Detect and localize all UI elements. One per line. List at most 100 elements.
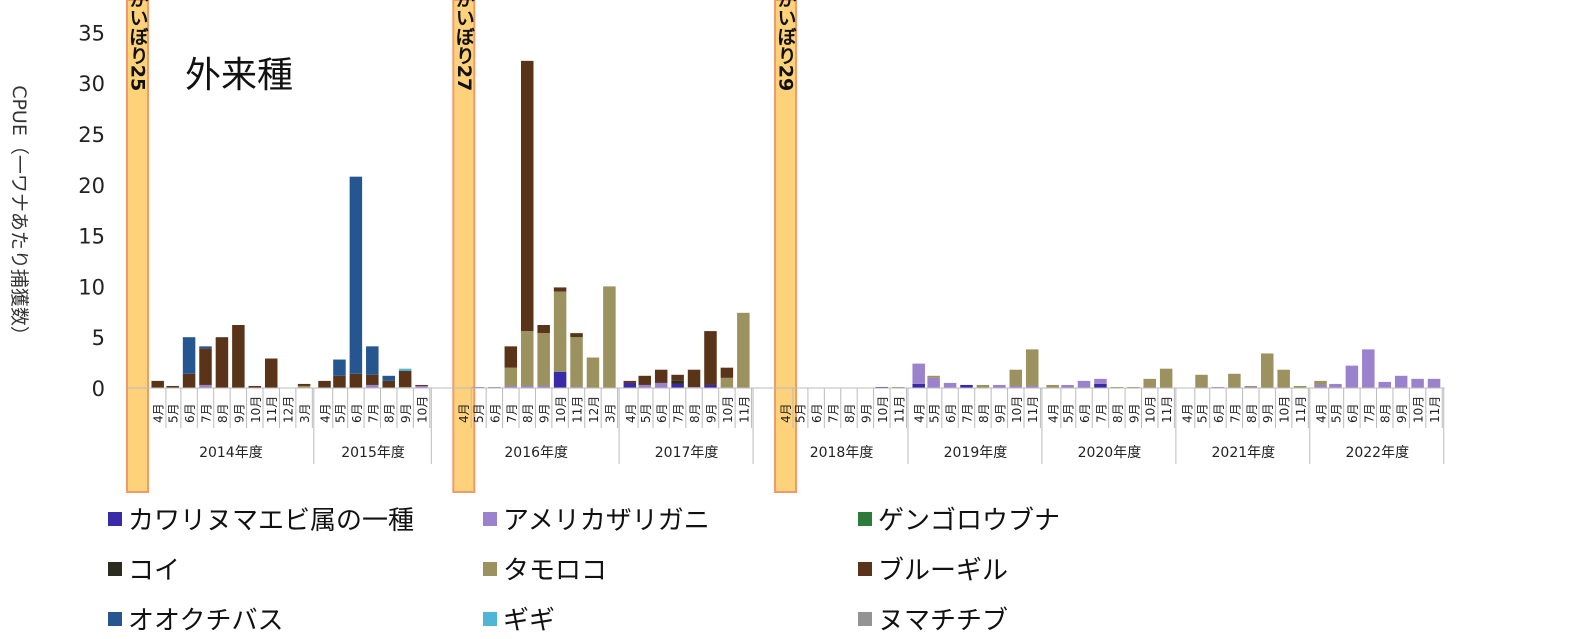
bar-ebi (623, 382, 637, 388)
bar-tamoroko (537, 333, 550, 386)
legend-item-koi: コイ (108, 550, 180, 587)
month-label: 8月 (977, 403, 991, 423)
month-label: 8月 (1245, 403, 1259, 423)
bar-tamoroko (520, 331, 534, 386)
bar-bluegill (382, 380, 395, 388)
bar-tamoroko (570, 337, 583, 387)
bar-bluegill (520, 60, 534, 332)
year-group-label: 2017年度 (655, 445, 719, 461)
bar-zarigani (912, 363, 925, 384)
bar-bluegill (704, 331, 717, 385)
legend-label: コイ (128, 556, 181, 586)
month-label: 8月 (216, 403, 230, 423)
month-label: 7月 (1094, 403, 1108, 423)
month-label: 4月 (1047, 403, 1061, 423)
bar-koi (671, 380, 684, 384)
month-label: 10月 (416, 396, 430, 423)
month-label: 8月 (843, 403, 857, 423)
bar-bluegill (687, 369, 701, 387)
bar-bass (182, 337, 196, 374)
month-label: 10月 (554, 396, 568, 423)
month-label: 7月 (960, 403, 974, 423)
bar-zarigani (1329, 383, 1342, 388)
legend-swatch (108, 611, 122, 626)
month-label: 10月 (1278, 396, 1292, 423)
legend-swatch (108, 561, 122, 576)
bar-zarigani (1427, 378, 1441, 388)
legend-item-ebi: カワリヌマエビ属の一種 (108, 500, 414, 537)
bar-bluegill (232, 325, 245, 388)
month-label: 9月 (993, 403, 1007, 423)
month-label: 8月 (383, 403, 397, 423)
month-label: 8月 (1379, 403, 1393, 423)
bar-tamoroko (1025, 349, 1039, 386)
bar-tamoroko (504, 367, 518, 386)
bar-zarigani (415, 385, 428, 388)
bar-tamoroko (1260, 353, 1274, 388)
month-label: 11月 (265, 396, 279, 423)
bar-ebi (912, 383, 925, 388)
legend-swatch (483, 511, 497, 526)
bar-bass (349, 176, 363, 374)
month-label: 7月 (505, 403, 519, 423)
legend-item-gengoro: ゲンゴロウブナ (858, 500, 1060, 537)
bar-tamoroko (1244, 385, 1258, 387)
bar-zarigani (570, 386, 583, 388)
month-label: 9月 (1127, 403, 1141, 423)
month-label: 4月 (152, 403, 166, 423)
bar-zarigani (927, 377, 940, 388)
month-label: 9月 (538, 403, 552, 423)
bar-bluegill (318, 380, 331, 388)
legend-item-bass: オオクチバス (108, 600, 283, 637)
bar-bluegill (553, 287, 567, 292)
bar-ebi (671, 383, 684, 388)
year-group-label: 2020年度 (1078, 445, 1142, 461)
legend-item-gigi: ギギ (483, 600, 555, 637)
bar-tamoroko (1127, 386, 1140, 388)
bar-ebi (875, 386, 889, 388)
y-tick-label: 20 (78, 174, 105, 198)
month-label: 6月 (488, 403, 502, 423)
bar-bluegill (199, 348, 212, 385)
month-label: 4月 (1181, 403, 1195, 423)
bar-bass (333, 359, 346, 376)
bar-bluegill (215, 337, 229, 388)
bar-bluegill (654, 369, 668, 383)
bar-bluegill (349, 373, 363, 388)
month-label: 9月 (1395, 403, 1409, 423)
y-tick-label: 10 (78, 275, 105, 299)
month-label: 5月 (333, 403, 347, 423)
month-label: 6月 (655, 403, 669, 423)
legend-label: カワリヌマエビ属の一種 (128, 506, 415, 536)
bar-tamoroko (1143, 378, 1156, 388)
month-label: 5月 (1329, 403, 1343, 423)
bar-tamoroko (1293, 385, 1307, 388)
bar-bass (366, 346, 379, 375)
month-label: 5月 (167, 403, 181, 423)
month-label: 6月 (1078, 403, 1092, 423)
bar-zarigani (1362, 349, 1375, 388)
month-label: 6月 (1212, 403, 1226, 423)
bar-zarigani (1025, 385, 1039, 388)
year-group-label: 2016年度 (504, 445, 568, 461)
month-label: 11月 (1026, 396, 1040, 423)
month-label: 4月 (457, 403, 471, 423)
month-label: 9月 (704, 403, 718, 423)
month-label: 3月 (298, 403, 312, 423)
bar-zarigani (504, 385, 518, 388)
bar-ebi (553, 371, 567, 388)
legend-label: ギギ (503, 606, 556, 636)
bar-bass (382, 375, 395, 381)
bar-zarigani (993, 384, 1006, 388)
kaibori-band (774, 0, 798, 493)
bar-bluegill (166, 385, 179, 388)
bar-bluegill (570, 333, 583, 338)
month-label: 4月 (1315, 403, 1329, 423)
bar-ebi (960, 384, 973, 388)
month-label: 5月 (639, 403, 653, 423)
month-label: 7月 (366, 403, 380, 423)
bar-tamoroko (892, 386, 905, 388)
legend-item-zarigani: アメリカザリガニ (483, 500, 710, 537)
month-label: 5月 (472, 403, 486, 423)
